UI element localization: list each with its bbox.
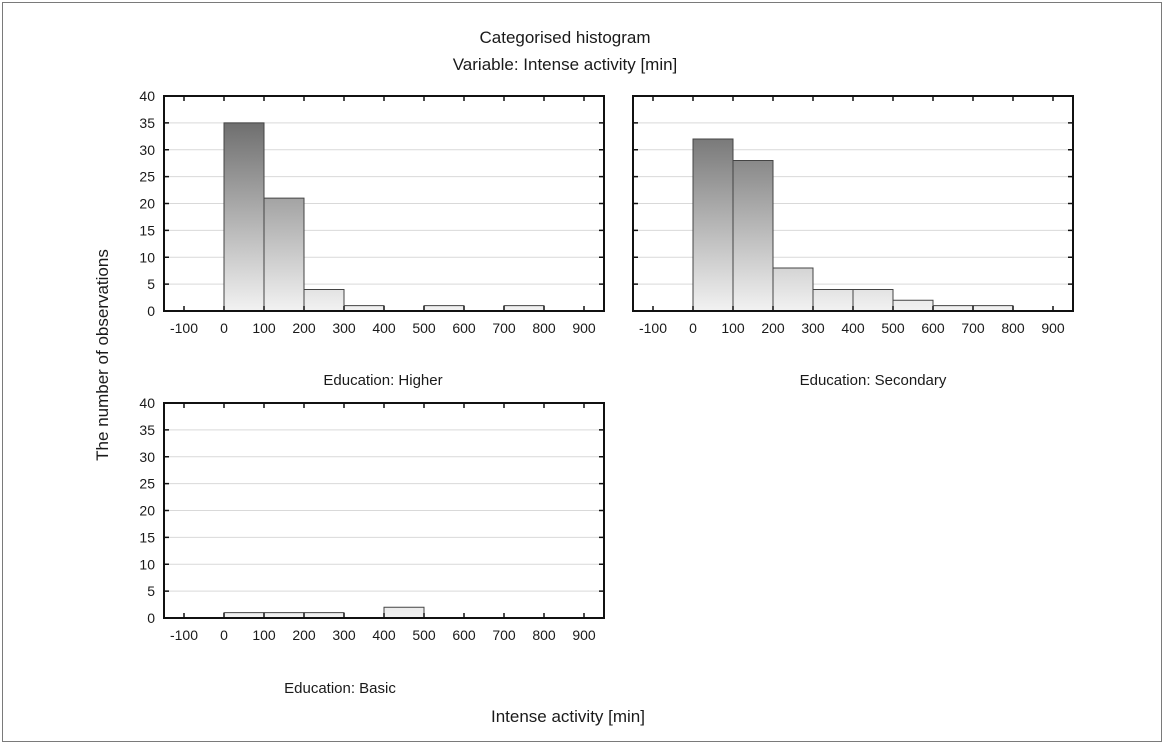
y-tick-label: 40	[139, 88, 155, 104]
x-tick-label: 700	[492, 627, 516, 643]
panel-label: Education: Basic	[284, 680, 396, 697]
x-tick-label: 400	[372, 320, 396, 336]
x-tick-label: 600	[452, 627, 476, 643]
panel-label: Education: Higher	[323, 372, 442, 389]
y-tick-label: 35	[139, 422, 155, 438]
x-tick-label: 500	[412, 627, 436, 643]
chart-title: Categorised histogram	[479, 28, 650, 47]
x-tick-label: 900	[572, 320, 596, 336]
x-tick-label: 0	[689, 320, 697, 336]
y-tick-label: 5	[147, 583, 155, 599]
y-tick-label: 25	[139, 476, 155, 492]
x-tick-label: 0	[220, 627, 228, 643]
x-tick-label: 800	[1001, 320, 1025, 336]
histogram-bar	[303, 289, 345, 312]
x-axis-title: Intense activity [min]	[491, 707, 645, 726]
y-tick-label: 20	[139, 196, 155, 212]
x-tick-label: -100	[170, 627, 198, 643]
y-tick-label: 10	[139, 556, 155, 572]
x-tick-label: 200	[761, 320, 785, 336]
histogram-panel-2: -100 0 100 200 300 400 500 600 700 800 900 Educatio…	[632, 95, 1074, 389]
y-tick-label: 15	[139, 529, 155, 545]
x-tick-label: 0	[220, 320, 228, 336]
x-tick-label: 600	[452, 320, 476, 336]
x-tick-label: 700	[961, 320, 985, 336]
y-tick-label: 30	[139, 449, 155, 465]
y-tick-label: 30	[139, 142, 155, 158]
x-tick-label: 200	[292, 627, 316, 643]
histogram-bar	[772, 267, 814, 312]
x-tick-label: 300	[332, 627, 356, 643]
histogram-bar	[383, 606, 425, 619]
x-tick-label: 200	[292, 320, 316, 336]
chart-subtitle: Variable: Intense activity [min]	[453, 55, 678, 74]
x-tick-label: 500	[881, 320, 905, 336]
y-tick-label: 35	[139, 115, 155, 131]
panels-layer: -100 0 100 200 300 400 500 600 700 800 90005101520…	[139, 88, 1074, 697]
y-tick-label: 0	[147, 303, 155, 319]
y-axis-title: The number of observations	[93, 249, 112, 461]
y-tick-label: 10	[139, 249, 155, 265]
y-tick-label: 5	[147, 276, 155, 292]
x-tick-label: 700	[492, 320, 516, 336]
x-tick-label: 800	[532, 627, 556, 643]
x-tick-label: 500	[412, 320, 436, 336]
x-tick-label: 600	[921, 320, 945, 336]
histogram-bar	[692, 138, 734, 312]
histogram-bar	[812, 289, 854, 312]
panel-label: Education: Secondary	[800, 372, 947, 389]
y-tick-label: 40	[139, 395, 155, 411]
x-tick-label: 300	[801, 320, 825, 336]
histogram-bar	[223, 122, 265, 312]
x-tick-label: 800	[532, 320, 556, 336]
x-tick-label: 300	[332, 320, 356, 336]
histogram-panel-1: -100 0 100 200 300 400 500 600 700 800 900 0 5 10 15 20…	[139, 88, 605, 389]
x-tick-label: 100	[252, 320, 276, 336]
x-tick-label: -100	[639, 320, 667, 336]
histogram-bar	[263, 197, 305, 312]
y-tick-label: 25	[139, 169, 155, 185]
x-tick-label: 100	[252, 627, 276, 643]
x-tick-label: -100	[170, 320, 198, 336]
histogram-panel-3: -100 0 100 200 300 400 500 600 700 800 900 0 5 10 15 20…	[139, 395, 605, 697]
y-tick-label: 0	[147, 610, 155, 626]
histogram-bar	[852, 289, 894, 312]
x-tick-label: 400	[841, 320, 865, 336]
y-tick-label: 15	[139, 222, 155, 238]
x-tick-label: 400	[372, 627, 396, 643]
y-tick-label: 20	[139, 503, 155, 519]
x-tick-label: 900	[1041, 320, 1065, 336]
histogram-bar	[892, 299, 934, 312]
histogram-bar	[732, 160, 774, 312]
x-tick-label: 100	[721, 320, 745, 336]
x-tick-label: 900	[572, 627, 596, 643]
